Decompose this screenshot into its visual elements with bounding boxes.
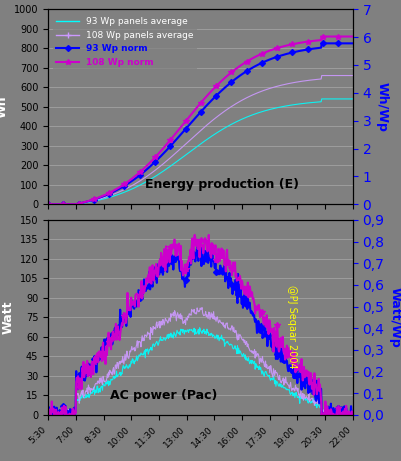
Y-axis label: Wh/Wp: Wh/Wp: [375, 82, 388, 132]
Y-axis label: Watt: Watt: [1, 301, 14, 334]
Text: @PJ Seqaar 2004: @PJ Seqaar 2004: [287, 285, 297, 369]
Text: Energy production (E): Energy production (E): [145, 178, 299, 191]
Legend: 93 Wp panels average, 108 Wp panels average, 93 Wp norm, 108 Wp norm: 93 Wp panels average, 108 Wp panels aver…: [53, 14, 197, 71]
Text: AC power (Pac): AC power (Pac): [110, 389, 218, 402]
Y-axis label: Watt/Wp: Watt/Wp: [388, 287, 401, 348]
Y-axis label: Wh: Wh: [0, 95, 8, 118]
